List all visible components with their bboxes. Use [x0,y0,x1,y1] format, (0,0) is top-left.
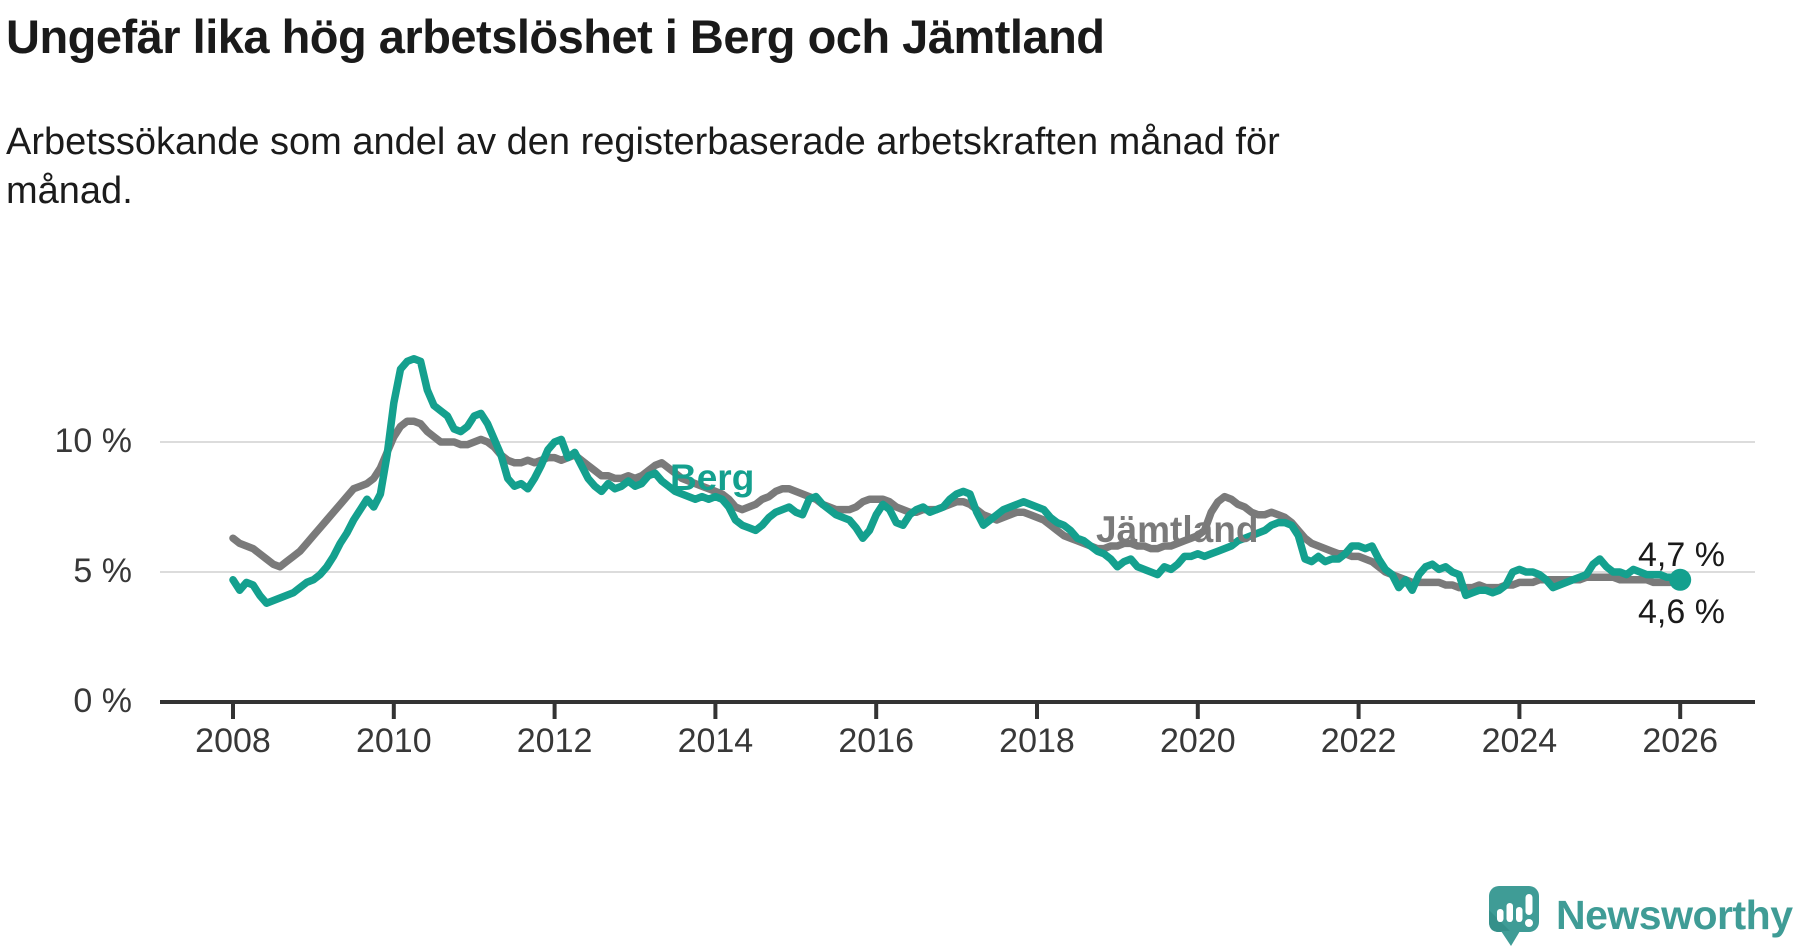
y-tick-label: 0 % [73,682,132,720]
newsworthy-brand: Newsworthy [1488,884,1800,948]
series-end-dot-berg [1669,568,1692,591]
x-tick-label: 2012 [516,722,593,760]
x-tick-label: 2014 [677,722,754,760]
end-value-label-berg: 4,7 % [1638,536,1725,574]
x-tick-label: 2010 [355,722,432,760]
newsworthy-logo-icon [1489,886,1539,946]
x-tick-label: 2008 [195,722,271,760]
x-tick-label: 2022 [1320,722,1397,760]
y-tick-label: 5 % [73,552,132,590]
end-value-label-jamtland: 4,6 % [1638,593,1725,631]
series-line-berg [229,355,1684,607]
y-tick-label: 10 % [54,422,133,460]
series-label-jamtland: Jämtland [1096,509,1259,550]
newsworthy-brand-text: Newsworthy [1556,892,1793,938]
x-tick-label: 2026 [1642,722,1718,760]
x-tick-label: 2018 [999,722,1075,760]
page-title: Ungefär lika hög arbetslöshet i Berg och… [6,10,1105,63]
series-label-berg: Berg [670,457,755,498]
x-tick-label: 2020 [1159,722,1236,760]
series-line-jmtland [229,417,1684,592]
page-subtitle: Arbetssökande som andel av den registerb… [6,121,1280,212]
x-tick-label: 2016 [838,722,914,760]
x-tick-label: 2024 [1481,722,1558,760]
